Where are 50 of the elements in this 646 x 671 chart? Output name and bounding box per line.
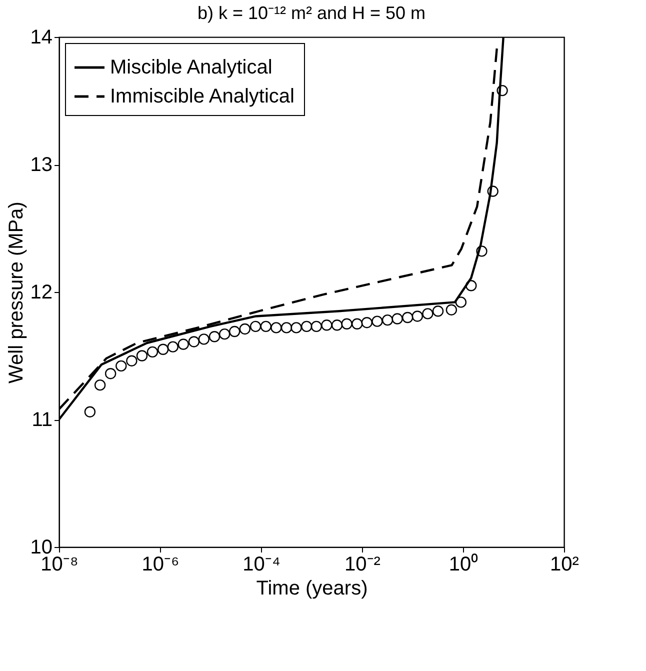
point: [260, 320, 272, 332]
point: [126, 355, 138, 366]
point: [198, 334, 210, 345]
point: [250, 320, 262, 332]
point: [84, 406, 96, 418]
point: [321, 320, 332, 331]
y-tick-label: 14: [30, 26, 52, 48]
point: [228, 326, 240, 338]
point: [352, 318, 363, 330]
x-axis-title: Time (years): [256, 578, 368, 600]
point: [455, 296, 467, 308]
point: [136, 350, 148, 362]
point: [290, 322, 302, 334]
point: [146, 346, 158, 358]
point: [94, 379, 106, 391]
point: [239, 323, 251, 335]
x-tick-label: 10⁻⁶: [142, 554, 180, 576]
point: [188, 336, 200, 348]
legend-label: Miscible Analytical: [110, 56, 272, 78]
point: [178, 338, 189, 350]
x-tick-label: 10⁻²: [344, 554, 381, 576]
point: [487, 186, 498, 197]
point: [331, 320, 343, 331]
point: [476, 246, 488, 257]
x-tick-label: 10⁻⁸: [40, 554, 78, 576]
x-tick-label: 10⁰: [448, 552, 478, 576]
point: [496, 84, 508, 96]
point: [270, 322, 282, 334]
y-tick-label: 13: [30, 154, 52, 176]
y-axis-title: Well pressure (MPa): [5, 202, 28, 384]
point: [167, 341, 178, 352]
point: [208, 331, 220, 342]
point: [116, 360, 127, 372]
point: [157, 344, 169, 355]
y-tick-label: 12: [30, 282, 52, 304]
point: [280, 322, 292, 334]
x-tick-label: 10⁻⁴: [242, 554, 280, 576]
y-tick-label: 11: [32, 409, 52, 431]
point: [446, 304, 458, 316]
point: [310, 320, 322, 332]
chart-title: b) k = 10⁻¹² m² and H = 50 m: [197, 3, 426, 23]
point: [372, 316, 383, 327]
point: [466, 280, 477, 292]
point: [218, 328, 230, 340]
legend-label: Immiscible Analytical: [110, 86, 295, 108]
point: [104, 368, 116, 380]
point: [341, 318, 352, 330]
x-tick-label: 10²: [550, 554, 580, 576]
point: [382, 314, 394, 326]
point: [301, 320, 312, 332]
